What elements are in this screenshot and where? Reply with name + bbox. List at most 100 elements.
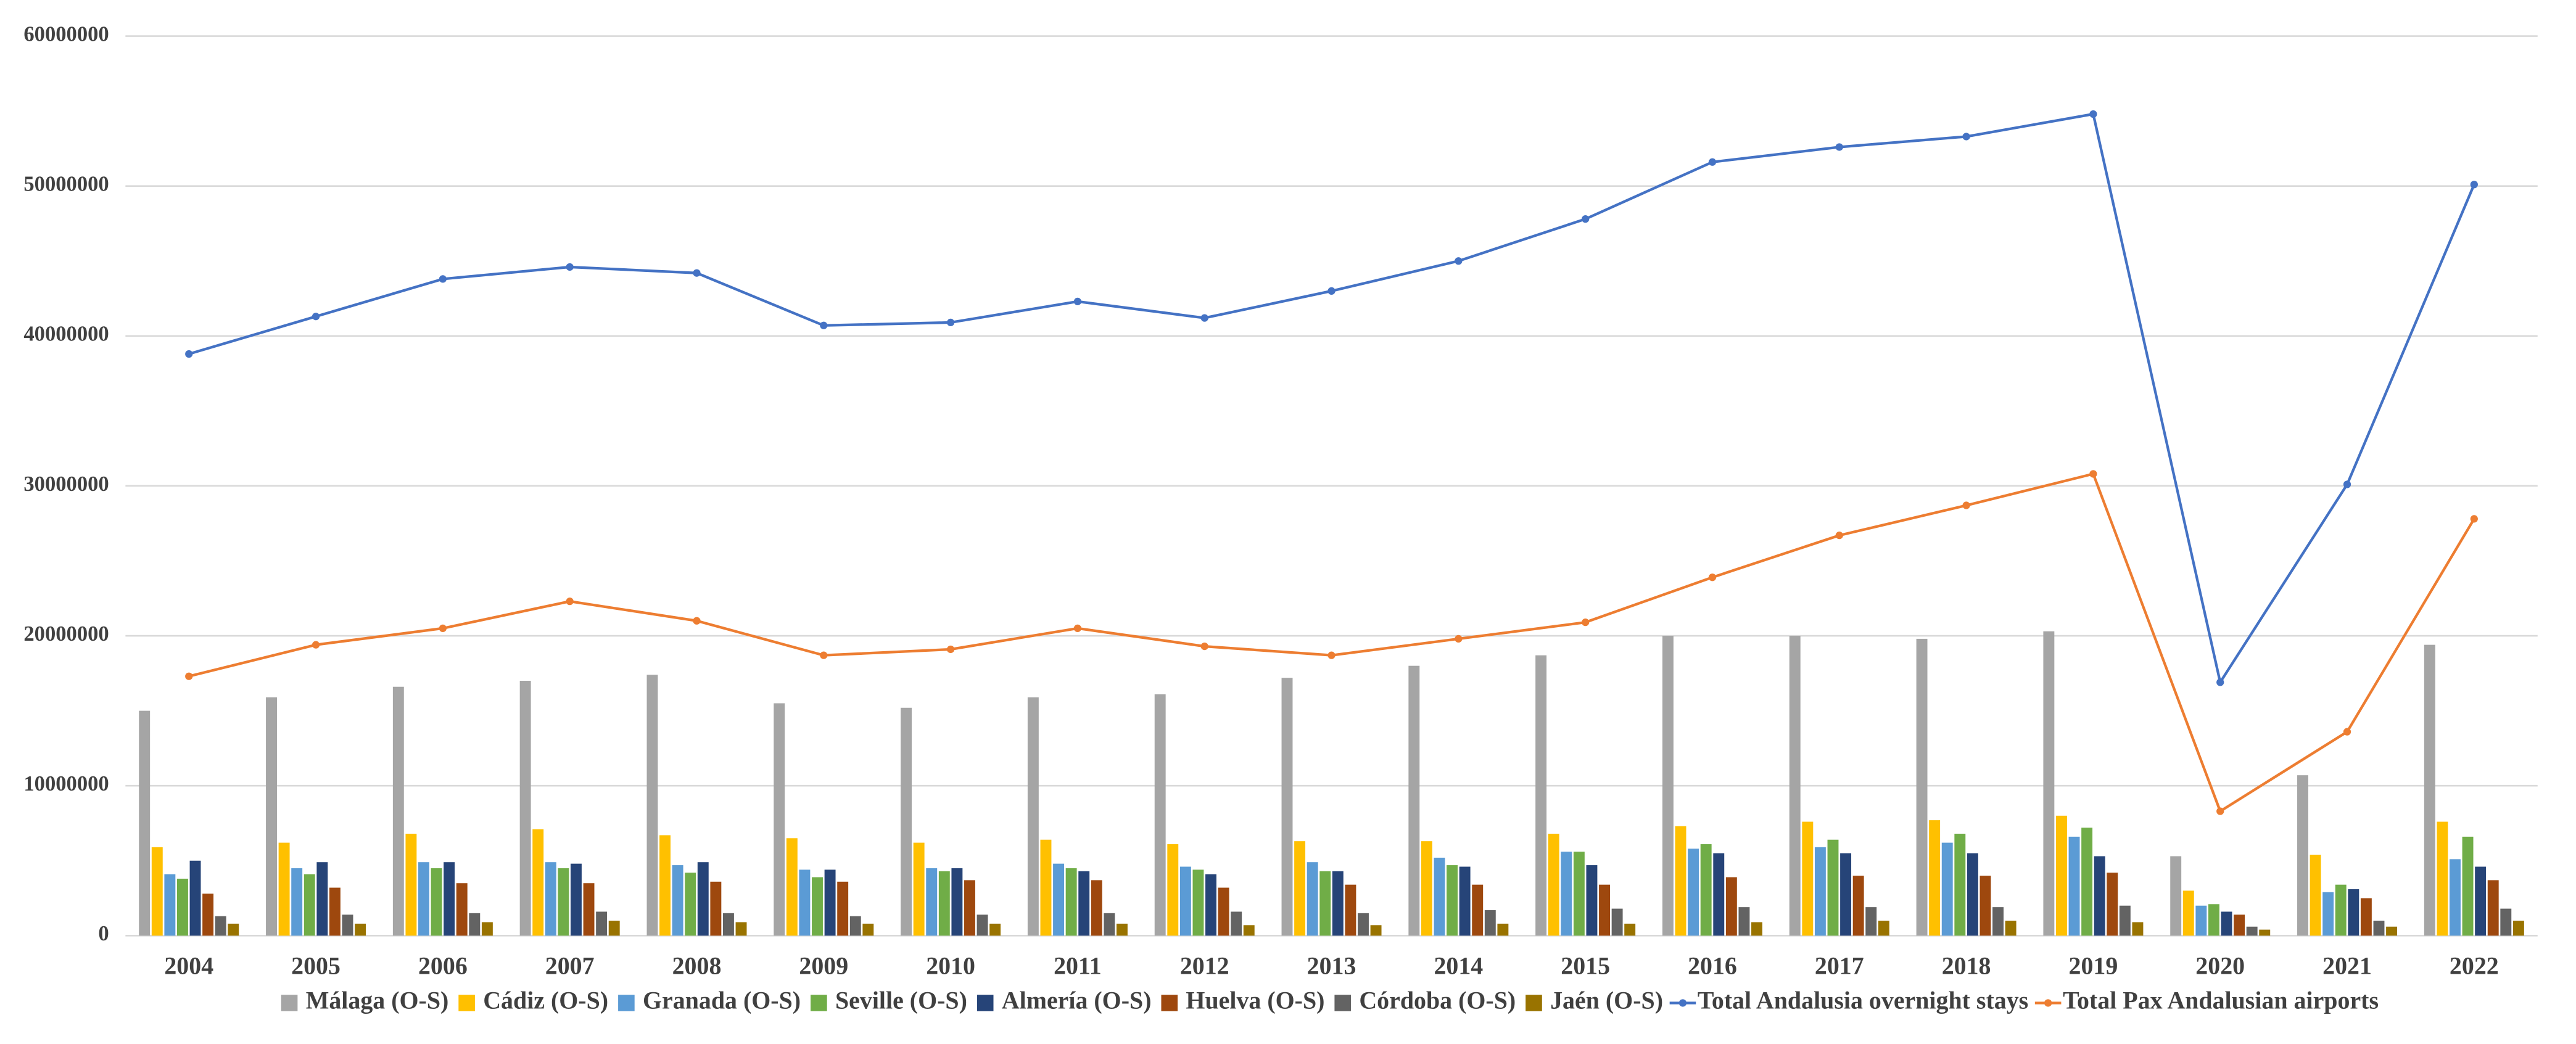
bar	[1675, 826, 1686, 936]
bar	[1053, 863, 1065, 936]
line-marker	[2470, 515, 2478, 523]
bar	[1548, 833, 1559, 936]
bar	[1332, 871, 1344, 936]
bar	[316, 862, 328, 936]
bar	[139, 710, 151, 936]
bar	[1561, 852, 1572, 936]
x-tick-label: 2015	[1561, 952, 1610, 980]
x-tick-label: 2006	[418, 952, 468, 980]
legend-label: Huelva (O-S)	[1186, 987, 1324, 1014]
bar	[418, 862, 429, 936]
bar	[1027, 697, 1039, 936]
bar	[722, 913, 734, 936]
bar	[1979, 876, 1991, 936]
legend-swatch	[2044, 999, 2052, 1007]
bar	[215, 916, 226, 936]
x-tick-label: 2019	[2069, 952, 2118, 980]
line-marker	[820, 321, 828, 329]
line-marker	[185, 672, 193, 680]
bar	[1307, 862, 1318, 936]
bar	[1992, 907, 2004, 936]
bar	[1484, 910, 1496, 936]
bar	[2322, 892, 2334, 936]
bar	[303, 874, 315, 936]
line-marker	[1200, 642, 1208, 651]
bar	[1358, 913, 1369, 936]
bar	[901, 707, 912, 936]
bar	[2068, 836, 2080, 936]
bar	[2335, 884, 2347, 936]
bar	[2500, 908, 2512, 936]
line-marker	[946, 318, 955, 327]
legend-swatch	[1161, 995, 1178, 1011]
bar	[2094, 856, 2105, 936]
bar	[1205, 874, 1216, 936]
line-marker	[185, 350, 193, 358]
bar	[1167, 844, 1179, 936]
bar	[1751, 922, 1762, 936]
bar	[2297, 775, 2308, 936]
line-marker	[1455, 257, 1463, 265]
y-tick-label: 0	[98, 922, 109, 945]
legend-swatch	[1334, 995, 1352, 1011]
line-marker	[1327, 651, 1335, 659]
line-marker	[1073, 297, 1082, 306]
legend-swatch	[458, 995, 475, 1011]
bar	[571, 863, 582, 936]
bar	[2170, 856, 2182, 936]
bar	[849, 916, 861, 936]
bar	[1218, 887, 1229, 936]
bar	[1611, 908, 1623, 936]
bar	[519, 680, 531, 936]
bar	[2348, 889, 2359, 936]
bar	[1878, 920, 1889, 936]
x-tick-label: 2009	[799, 952, 848, 980]
line-marker	[1835, 532, 1843, 540]
y-tick-label: 10000000	[23, 772, 109, 795]
bar	[2475, 866, 2487, 936]
bar	[2182, 890, 2194, 936]
line-marker	[2343, 480, 2351, 488]
bar	[1916, 638, 1928, 936]
legend-label: Seville (O-S)	[835, 987, 967, 1014]
bar	[151, 847, 163, 936]
legend-swatch	[281, 995, 298, 1011]
line-marker	[946, 645, 955, 654]
line-marker	[2216, 678, 2224, 686]
bar	[976, 915, 988, 936]
bar	[608, 920, 620, 936]
legend-swatch	[1525, 995, 1542, 1011]
bar	[697, 862, 709, 936]
line-marker	[1582, 619, 1590, 627]
bar	[1827, 839, 1839, 936]
bar	[266, 697, 277, 936]
bar	[1840, 853, 1852, 936]
bar	[2462, 836, 2474, 936]
bar	[228, 923, 239, 936]
bar	[646, 675, 658, 936]
bar	[1713, 853, 1725, 936]
bar	[1231, 911, 1242, 936]
line-marker	[1708, 573, 1717, 582]
bar	[1472, 884, 1484, 936]
line-marker	[566, 263, 574, 271]
bar	[2234, 915, 2245, 936]
bar	[1116, 923, 1128, 936]
bar	[1662, 636, 1674, 936]
bar	[2005, 920, 2017, 936]
bar	[431, 868, 442, 936]
line-marker	[312, 313, 320, 321]
bar	[342, 915, 353, 936]
line-marker	[1455, 635, 1463, 643]
bar	[583, 883, 595, 936]
legend-swatch	[1678, 999, 1687, 1007]
bar	[2246, 926, 2258, 936]
bar	[1091, 880, 1102, 936]
bar	[1281, 678, 1293, 936]
line-marker	[2343, 728, 2351, 736]
line-marker	[1962, 501, 1970, 509]
x-tick-label: 2007	[545, 952, 595, 980]
legend-label: Cádiz (O-S)	[483, 987, 608, 1014]
x-tick-label: 2021	[2322, 952, 2372, 980]
